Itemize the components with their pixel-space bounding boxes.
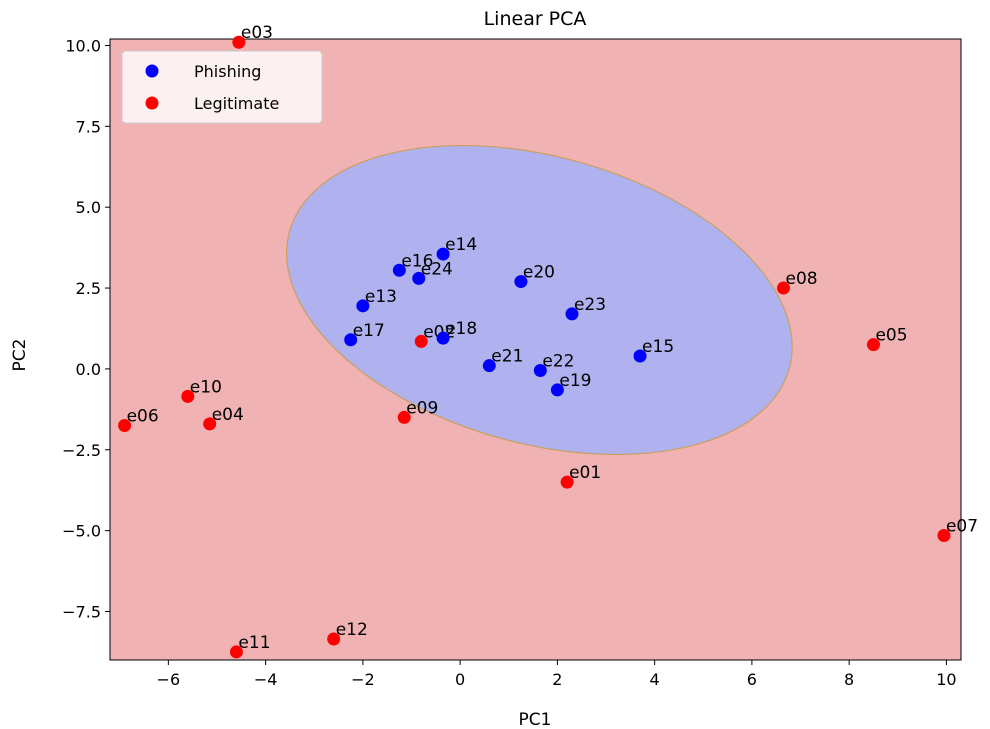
- point-e18: [436, 331, 450, 345]
- y-axis-label: PC2: [10, 339, 30, 372]
- x-tick-label: 2: [552, 670, 562, 689]
- chart-title: Linear PCA: [484, 8, 587, 30]
- point-label-e12: e12: [336, 620, 368, 640]
- point-e08: [777, 281, 791, 295]
- point-e04: [203, 417, 217, 431]
- y-tick-label: 0.0: [76, 360, 101, 379]
- plot-area: [110, 39, 961, 660]
- legend: Phishing Legitimate: [121, 50, 323, 124]
- y-tick-label: 10.0: [65, 36, 101, 55]
- point-e13: [356, 299, 370, 313]
- point-e09: [397, 410, 411, 424]
- axes: −6 −4 −2 0 2 4 6 8 10 −7.5 −5.0 −2.5 0.0 2.5 5.0 7.5 10.…: [62, 36, 962, 689]
- point-e17: [344, 333, 358, 347]
- point-e06: [118, 419, 132, 433]
- y-tick-label: −5.0: [62, 522, 101, 541]
- point-label-e09: e09: [406, 398, 438, 418]
- point-label-e07: e07: [946, 516, 978, 536]
- point-label-e18: e18: [445, 319, 477, 339]
- point-label-e05: e05: [875, 326, 907, 346]
- y-tick-label: 2.5: [76, 279, 101, 298]
- point-e07: [937, 528, 951, 542]
- legend-label-phishing: Phishing: [194, 62, 261, 81]
- point-e03: [232, 35, 246, 49]
- point-label-e16: e16: [401, 251, 433, 271]
- point-label-e22: e22: [542, 352, 574, 372]
- point-e24: [412, 271, 426, 285]
- y-tick-label: −2.5: [62, 441, 101, 460]
- x-tick-label: 6: [747, 670, 757, 689]
- point-e01: [560, 475, 574, 489]
- point-label-e15: e15: [642, 337, 674, 357]
- point-label-e10: e10: [190, 377, 222, 397]
- legend-label-legitimate: Legitimate: [194, 94, 279, 113]
- point-e19: [550, 383, 564, 397]
- y-tick-label: 7.5: [76, 117, 101, 136]
- point-e11: [229, 645, 243, 659]
- point-e21: [482, 359, 496, 373]
- y-tick-label: 5.0: [76, 198, 101, 217]
- point-label-e13: e13: [365, 287, 397, 307]
- point-label-e08: e08: [786, 269, 818, 289]
- point-label-e23: e23: [574, 295, 606, 315]
- point-label-e24: e24: [421, 259, 453, 279]
- x-axis-label: PC1: [519, 710, 552, 729]
- point-e15: [633, 349, 647, 363]
- point-label-e20: e20: [523, 263, 555, 283]
- x-tick-label: 8: [844, 670, 854, 689]
- point-label-e17: e17: [353, 321, 385, 341]
- point-label-e11: e11: [238, 633, 270, 653]
- point-e16: [392, 263, 406, 277]
- axes-frame: [109, 38, 962, 661]
- point-labels: e13 e14 e15 e16 e17 e18 e19 e20 e21 e22 e23 e24 e01 e…: [127, 23, 978, 653]
- point-label-e01: e01: [569, 463, 601, 483]
- legend-marker-phishing: [145, 64, 159, 78]
- x-tick-label: −4: [254, 670, 278, 689]
- point-label-e19: e19: [559, 371, 591, 391]
- point-label-e14: e14: [445, 235, 477, 255]
- point-e05: [866, 338, 880, 352]
- x-tick-label: −6: [157, 670, 181, 689]
- point-e02: [414, 334, 428, 348]
- point-e23: [565, 307, 579, 321]
- point-e20: [514, 275, 528, 289]
- point-label-e03: e03: [241, 23, 273, 43]
- x-tick-label: −2: [351, 670, 375, 689]
- x-tick-label: 10: [936, 670, 956, 689]
- y-tick-label: −7.5: [62, 602, 101, 621]
- point-label-e04: e04: [212, 405, 244, 425]
- x-tick-label: 0: [455, 670, 465, 689]
- point-e22: [533, 364, 547, 378]
- point-label-e21: e21: [491, 347, 523, 367]
- point-e14: [436, 247, 450, 261]
- point-e12: [327, 632, 341, 646]
- phishing-decision-region: [286, 144, 793, 456]
- point-e10: [181, 389, 195, 403]
- legend-marker-legitimate: [145, 96, 159, 110]
- point-label-e06: e06: [127, 407, 159, 427]
- legend-box: [121, 50, 323, 124]
- x-tick-label: 4: [650, 670, 660, 689]
